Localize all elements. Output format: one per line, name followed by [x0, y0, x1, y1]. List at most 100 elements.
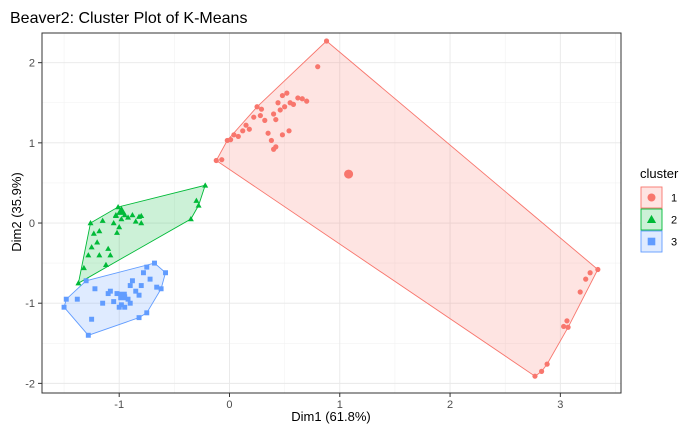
- cluster-3-point: [163, 270, 168, 276]
- cluster-1-point: [227, 137, 234, 143]
- cluster-2-point: [105, 245, 112, 251]
- cluster-points: [61, 38, 601, 379]
- legend-symbol-2: [646, 214, 657, 223]
- x-axis-title: Dim1 (61.8%): [291, 409, 370, 424]
- cluster-1-hull: [215, 40, 599, 377]
- cluster-1-point: [231, 132, 237, 138]
- cluster-2-point: [132, 218, 139, 224]
- cluster-2-point: [87, 220, 94, 226]
- cluster-1-point: [275, 100, 281, 106]
- cluster-1-point: [243, 122, 249, 128]
- cluster-3-point: [136, 292, 142, 298]
- cluster-3-point: [140, 270, 146, 276]
- cluster-2-point: [115, 203, 122, 210]
- cluster-2-point: [99, 217, 106, 223]
- cluster-1-point: [277, 107, 283, 113]
- legend-label-3: 3: [671, 237, 677, 249]
- cluster-1-point: [273, 116, 279, 123]
- cluster-3-point: [92, 286, 98, 292]
- cluster-2-point: [80, 264, 87, 271]
- cluster-2-point: [94, 239, 101, 245]
- cluster-2-point: [195, 202, 202, 208]
- y-tick-label: 0: [29, 218, 35, 230]
- cluster-1-point: [564, 318, 570, 324]
- cluster-1-point: [290, 101, 297, 107]
- cluster-2-centroid: [116, 205, 127, 215]
- cluster-3-point: [125, 296, 131, 302]
- cluster-2-point: [96, 252, 103, 258]
- cluster-1-point: [213, 157, 219, 164]
- cluster-2-point: [138, 220, 145, 226]
- x-tick-label: 1: [337, 399, 343, 411]
- cluster-1-point: [258, 106, 265, 112]
- cluster-2-point: [75, 280, 82, 286]
- cluster-3-point: [154, 284, 160, 290]
- y-axis-title: Dim2 (35.9%): [9, 172, 24, 251]
- cluster-3-point: [61, 304, 67, 310]
- cluster-1-point: [271, 146, 277, 152]
- cluster-1-point: [279, 132, 286, 138]
- cluster-1-point: [299, 96, 305, 102]
- legend-symbol-3: [647, 237, 656, 246]
- cluster-3-point: [127, 300, 133, 306]
- cluster-1-point: [595, 266, 601, 273]
- cluster-1-point: [304, 98, 310, 104]
- cluster-1-point: [544, 361, 550, 367]
- cluster-2-point: [112, 212, 119, 219]
- chart-title: Beaver2: Cluster Plot of K-Means: [10, 10, 247, 27]
- cluster-3-point: [133, 288, 139, 294]
- legend: cluster 1 2 3: [640, 166, 679, 253]
- cluster-3-point: [107, 288, 113, 294]
- cluster-3-point: [136, 315, 142, 321]
- cluster-2-point: [187, 216, 194, 222]
- y-tick-label: 1: [29, 138, 35, 150]
- plot-panel: [42, 33, 621, 393]
- cluster-1-point: [235, 133, 241, 140]
- legend-label-1: 1: [671, 193, 677, 205]
- cluster-1-point: [577, 289, 583, 295]
- cluster-3-point: [127, 283, 133, 289]
- x-tick-label: 2: [447, 399, 453, 411]
- cluster-3-point: [116, 304, 122, 310]
- cluster-1-point: [587, 270, 593, 276]
- cluster-1-point: [295, 95, 301, 101]
- panel-border: [41, 32, 622, 394]
- cluster-1-point: [257, 112, 263, 119]
- cluster-2-point: [107, 252, 114, 258]
- cluster-3-point: [144, 264, 150, 270]
- cluster-1-point: [251, 114, 257, 120]
- axes: -1 0 1 2 3 -2 -1 0 1 2: [25, 32, 622, 411]
- cluster-3-point: [147, 276, 153, 282]
- cluster-1-point: [268, 137, 274, 144]
- cluster-2-point: [202, 182, 209, 188]
- cluster-1-point: [271, 111, 277, 117]
- cluster-1-point: [538, 368, 545, 374]
- cluster-1-point: [240, 128, 246, 134]
- y-tick-label: 2: [29, 58, 35, 70]
- cluster-3-point: [63, 296, 69, 302]
- cluster-3-point: [158, 286, 164, 292]
- cluster-3-point: [100, 300, 106, 306]
- cluster-2-point: [96, 228, 103, 234]
- cluster-2-point: [138, 212, 145, 219]
- cluster-2-point: [102, 261, 109, 267]
- cluster-2-point: [118, 216, 125, 222]
- cluster-3-point: [74, 296, 80, 302]
- cluster-3-point: [114, 291, 120, 297]
- cluster-1-point: [254, 104, 260, 110]
- legend-label-2: 2: [671, 215, 677, 227]
- cluster-3-point: [129, 278, 135, 284]
- cluster-2-point: [125, 214, 132, 220]
- cluster-1-point: [583, 276, 589, 282]
- cluster-1-point: [284, 90, 290, 96]
- cluster-2-point: [88, 244, 95, 250]
- cluster-2-point: [193, 197, 200, 203]
- legend-symbol-1: [647, 193, 656, 202]
- cluster-2-point: [90, 230, 97, 236]
- cluster-1-point: [282, 104, 288, 110]
- cluster-1-point: [561, 323, 567, 330]
- cluster-2-point: [110, 220, 117, 226]
- cluster-1-point: [286, 128, 292, 134]
